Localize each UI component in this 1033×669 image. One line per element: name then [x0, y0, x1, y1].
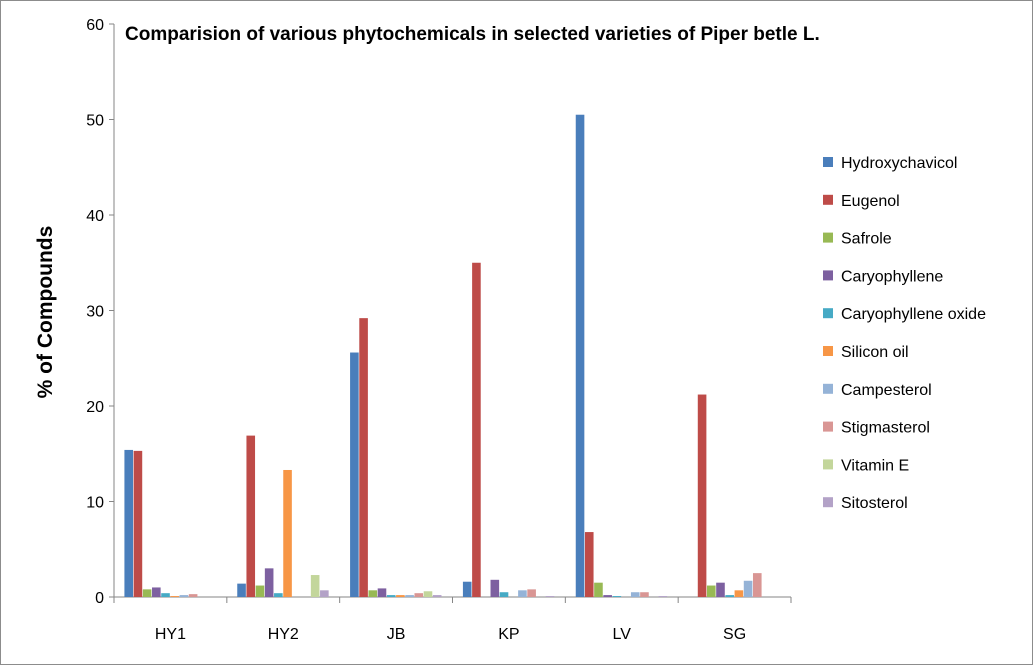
bar-caryophyllene	[490, 579, 500, 597]
bar-stigmasterol	[640, 592, 649, 597]
bar-eugenol	[359, 318, 368, 597]
bar-safrole	[368, 590, 378, 597]
bar-silicon-oil	[734, 590, 744, 597]
x-tick-label: LV	[613, 626, 632, 643]
legend-label: Hydroxychavicol	[841, 155, 957, 172]
chart-title: Comparision of various phytochemicals in…	[125, 24, 820, 45]
bar-sitosterol	[658, 596, 668, 597]
bar-stigmasterol	[414, 593, 424, 597]
plot-area: 0 10 20 30 40 50 60 HY1 HY2 JB KP LV SG	[86, 17, 792, 643]
bar-caryophyllene-oxide	[161, 593, 170, 597]
legend-swatch	[823, 383, 833, 394]
x-tick-label: JB	[387, 626, 406, 643]
bar-caryophyllene	[377, 588, 387, 597]
y-tick-label: 10	[86, 495, 104, 512]
bar-safrole	[706, 585, 716, 597]
y-tick-label: 0	[95, 590, 104, 607]
legend-swatch	[823, 232, 833, 243]
bar-caryophyllene-oxide	[612, 596, 622, 597]
legend-label: Vitamin E	[841, 457, 909, 474]
y-tick-label: 50	[86, 113, 104, 130]
bar-vitamin-e	[423, 591, 433, 597]
legend-label: Safrole	[841, 231, 892, 248]
bar-campesterol	[179, 595, 189, 597]
x-tick-label: SG	[723, 626, 746, 643]
bar-sitosterol	[320, 590, 329, 597]
bar-stigmasterol	[527, 589, 536, 597]
bar-caryophyllene-oxide	[725, 595, 734, 597]
bar-caryophyllene	[152, 587, 161, 597]
legend-swatch	[823, 308, 833, 319]
bar-eugenol	[246, 435, 256, 597]
legend-swatch	[823, 497, 833, 508]
bar-hydroxychavicol	[575, 114, 585, 597]
bar-eugenol	[697, 394, 707, 597]
bar-safrole	[255, 585, 265, 597]
x-tick-label: HY2	[268, 626, 299, 643]
legend-swatch	[823, 346, 833, 356]
legend-swatch	[823, 194, 833, 205]
bar-eugenol	[472, 262, 481, 597]
legend-swatch	[823, 157, 833, 167]
legend: Hydroxychavicol Eugenol Safrole Caryophylle…	[823, 155, 986, 512]
legend-swatch	[823, 421, 833, 432]
bar-silicon-oil	[283, 469, 292, 597]
bar-silicon-oil	[396, 595, 405, 597]
bar-hydroxychavicol	[462, 581, 472, 597]
bar-campesterol	[630, 592, 640, 597]
y-tick-label: 20	[86, 399, 104, 416]
legend-label: Eugenol	[841, 193, 900, 210]
bar-eugenol	[584, 532, 594, 597]
x-tick-label: KP	[498, 626, 519, 643]
bar-caryophyllene-oxide	[386, 595, 396, 597]
bar-hydroxychavicol	[237, 583, 246, 597]
legend-label: Sitosterol	[841, 495, 908, 512]
bar-safrole	[142, 589, 152, 597]
legend-swatch	[823, 459, 833, 470]
bar-hydroxychavicol	[350, 352, 359, 597]
bar-stigmasterol	[752, 573, 762, 597]
bar-vitamin-e	[310, 575, 320, 597]
legend-swatch	[823, 270, 833, 281]
bar-sitosterol	[545, 596, 555, 597]
legend-label: Caryophyllene	[841, 268, 943, 285]
y-tick-label: 60	[86, 17, 104, 34]
bar-campesterol	[743, 580, 753, 597]
legend-label: Campesterol	[841, 382, 932, 399]
y-tick-label: 30	[86, 304, 104, 321]
bar-caryophyllene	[264, 568, 274, 597]
bar-sitosterol	[432, 595, 442, 597]
bar-caryophyllene	[716, 582, 725, 597]
bar-caryophyllene	[603, 595, 612, 597]
bar-caryophyllene-oxide	[274, 593, 283, 597]
x-tick-label: HY1	[155, 626, 186, 643]
bar-eugenol	[133, 450, 143, 597]
y-tick-label: 40	[86, 208, 104, 225]
bar-hydroxychavicol	[124, 449, 134, 597]
bar-safrole	[594, 582, 603, 597]
bar-stigmasterol	[188, 594, 198, 597]
bar-silicon-oil	[170, 596, 180, 597]
y-axis-label: % of Compounds	[34, 226, 57, 399]
legend-label: Caryophyllene oxide	[841, 306, 986, 323]
bar-caryophyllene-oxide	[499, 592, 509, 597]
bar-campesterol	[405, 595, 414, 597]
legend-label: Stigmasterol	[841, 420, 930, 437]
bar-campesterol	[518, 590, 527, 597]
legend-label: Silicon oil	[841, 344, 909, 361]
